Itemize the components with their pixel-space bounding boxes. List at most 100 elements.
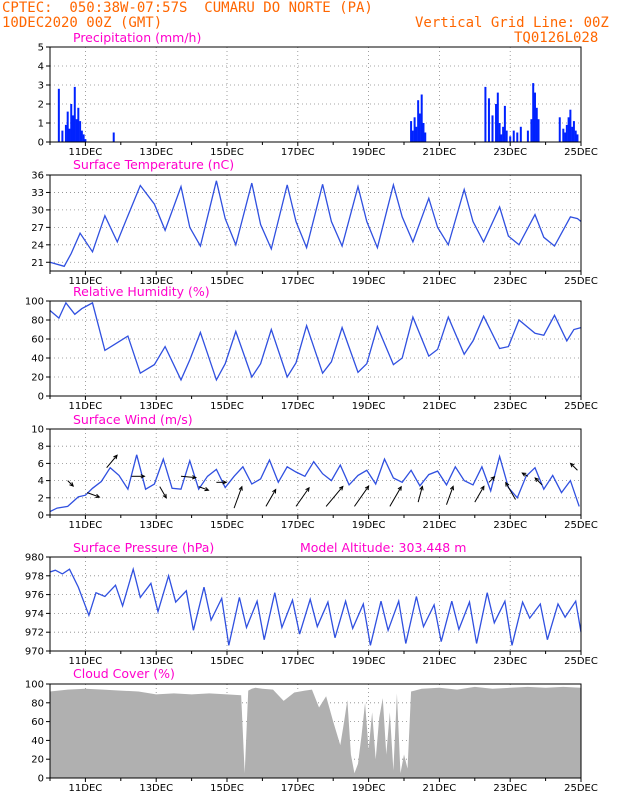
y-tick-label: 30 [31,205,44,216]
x-tick-label: 25DEC [564,401,598,412]
precip-bar [532,83,535,142]
wind-arrow-shaft [389,486,402,507]
x-tick-label: 19DEC [352,656,386,667]
wind-arrow [446,485,455,505]
x-tick-label: 19DEC [352,401,386,412]
wind-arrow-shaft [325,486,344,507]
y-tick-label: 24 [31,240,44,251]
y-tick-label: 60 [31,335,44,346]
wind-arrow-shaft [159,486,167,499]
wind-arrow [505,481,516,500]
y-tick-label: 21 [31,258,44,269]
header-code: TQ0126L028 [514,30,599,46]
y-tick-label: 974 [25,609,44,620]
y-tick-label: 976 [25,590,44,601]
precip-bar [82,134,85,142]
x-tick-label: 21DEC [423,401,457,412]
panel-frame [49,428,582,516]
precip-bar [503,105,506,142]
y-tick-label: 40 [31,354,44,365]
y-tick-label: 0 [38,774,44,785]
precip-bar [418,113,421,142]
precip-bar [565,124,568,142]
precip-bar [495,104,498,142]
x-tick-label: 23DEC [493,147,527,158]
x-tick-label: 11DEC [69,656,103,667]
wind-arrow-head [397,485,402,491]
precip-bar [572,121,575,142]
x-tick-label: 23DEC [493,656,527,667]
x-tick-label: 15DEC [210,783,244,794]
wind-arrow [534,477,543,486]
panel-frame [49,556,582,652]
y-tick-label: 0 [38,138,44,149]
x-tick-label: 19DEC [352,783,386,794]
x-tick-label: 13DEC [139,147,173,158]
panel-title: Surface Pressure (hPa) [73,540,214,555]
wind-arrow-head [222,480,228,485]
x-tick-label: 17DEC [281,401,315,412]
precip-bar [537,119,540,142]
y-tick-label: 2 [38,493,44,504]
series-line [49,454,580,513]
wind-arrow-head [162,493,167,499]
panel-4: 970 972 974 976 978 980 11DEC 13DEC 15DEC 17DEC 19… [25,540,598,667]
precip-bar [64,124,67,142]
wind-arrow [295,486,310,507]
precip-bar [420,94,423,142]
wind-arrow-shaft [474,486,485,503]
x-tick-label: 21DEC [423,656,457,667]
y-tick-label: 20 [31,373,44,384]
y-tick-label: 4 [38,476,44,487]
wind-arrow [198,486,210,492]
x-tick-label: 13DEC [139,276,173,287]
wind-arrow-shaft [417,486,423,503]
x-tick-label: 25DEC [564,520,598,531]
x-tick-label: 21DEC [423,783,457,794]
wind-arrow-head [238,485,243,491]
precip-bar [112,132,115,142]
wind-arrow-head [449,485,455,491]
panel-3: 0 2 4 6 8 10 11DEC 13DEC 15DEC 17DEC 19DEC 21DEC 23D… [31,412,598,531]
wind-arrow-head [272,488,277,494]
x-tick-label: 23DEC [493,783,527,794]
wind-arrow [265,488,277,507]
wind-arrow-head [490,475,496,481]
precip-bar [526,130,529,142]
y-tick-label: 40 [31,736,44,747]
precip-bar [80,130,83,142]
y-tick-label: 27 [31,223,44,234]
wind-arrow [474,485,485,503]
y-tick-label: 20 [31,755,44,766]
precip-bar [505,130,508,142]
x-tick-label: 17DEC [281,520,315,531]
precip-bar [84,139,87,142]
precip-bar [75,119,78,142]
x-tick-label: 23DEC [493,276,527,287]
y-tick-label: 0 [38,392,44,403]
x-tick-label: 11DEC [69,783,103,794]
panel-frame [49,174,582,272]
wind-arrow-shaft [354,485,370,507]
wind-arrow [233,485,243,509]
precip-bar [410,121,413,142]
wind-arrow [86,492,101,498]
wind-arrow-shaft [295,487,310,507]
precip-bar [484,86,487,142]
wind-arrow-head [419,485,424,491]
wind-arrow-head [480,485,485,491]
panel-title: Surface Wind (m/s) [73,412,193,427]
precip-bar [417,100,420,142]
wind-arrow-shaft [86,492,100,498]
x-tick-label: 19DEC [352,276,386,287]
wind-arrow-shaft [446,486,454,505]
panel-title: Precipitation (mm/h) [73,30,201,45]
series-line [49,301,582,382]
y-tick-label: 36 [31,171,44,182]
x-tick-label: 17DEC [281,276,315,287]
precip-bar [530,119,533,142]
y-tick-label: 1 [38,119,44,130]
precip-bar [519,126,522,142]
wind-arrow-shaft [233,486,243,509]
precip-bar [487,98,490,142]
